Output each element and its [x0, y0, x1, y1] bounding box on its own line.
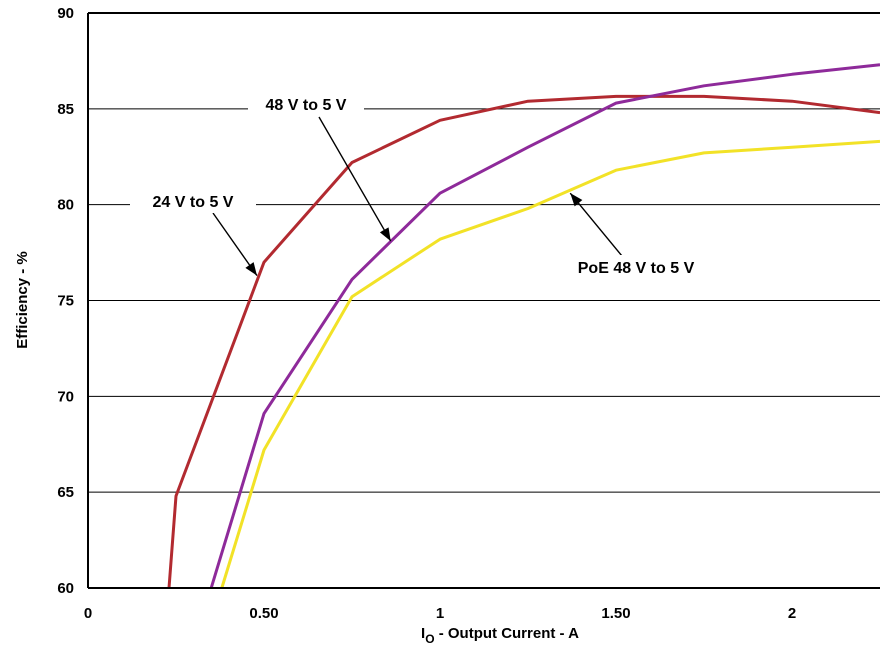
y-tick-label-90: 90: [57, 5, 74, 22]
series-line-1: [167, 94, 880, 589]
annotations: 24 V to 5 V 48 V to 5 V PoE 48 V to 5 V: [130, 92, 716, 279]
annotation-bg-2: [248, 92, 364, 116]
series-lines: [167, 63, 880, 589]
x-tick-label-0: 0: [84, 605, 92, 622]
axes: [87, 12, 880, 589]
x-axis-title-rest: - Output Current - A: [435, 625, 580, 642]
x-tick-label-0-5: 0.50: [249, 605, 278, 622]
annotation-arrow-2: [318, 116, 392, 242]
annotation-arrowhead-3: [570, 193, 583, 207]
y-tick-label-80: 80: [57, 197, 74, 214]
series-line-3: [220, 139, 880, 589]
x-axis-title-main: I: [421, 625, 425, 642]
x-axis-title: IO - Output Current - A: [421, 625, 579, 646]
annotation-bg-1: [130, 189, 256, 213]
annotation-bg-3: [556, 255, 716, 279]
y-tick-label-85: 85: [57, 101, 74, 118]
annotation-arrowhead-1: [245, 262, 257, 276]
x-tick-label-2: 2: [788, 605, 796, 622]
annotation-arrowhead-2: [379, 227, 391, 242]
y-tick-label-60: 60: [57, 580, 74, 597]
y-tick-label-65: 65: [57, 484, 74, 501]
y-tick-label-70: 70: [57, 388, 74, 405]
y-axis-title: Efficiency - %: [14, 251, 31, 349]
series-line-2: [209, 63, 880, 589]
x-axis-title-subscript: O: [425, 632, 434, 646]
annotation-label-2: 48 V to 5 V: [266, 97, 347, 114]
y-tick-label-75: 75: [57, 293, 74, 310]
x-tick-label-1-5: 1.50: [601, 605, 630, 622]
annotation-arrow-3: [569, 192, 623, 257]
grid-lines: [88, 108, 880, 493]
x-tick-label-1: 1: [436, 605, 444, 622]
annotation-label-3: PoE 48 V to 5 V: [578, 260, 695, 277]
annotation-label-1: 24 V to 5 V: [153, 194, 234, 211]
tick-labels: 60 65 70 75 80 85 90 0 0.50 1 1.50 2: [57, 5, 796, 622]
